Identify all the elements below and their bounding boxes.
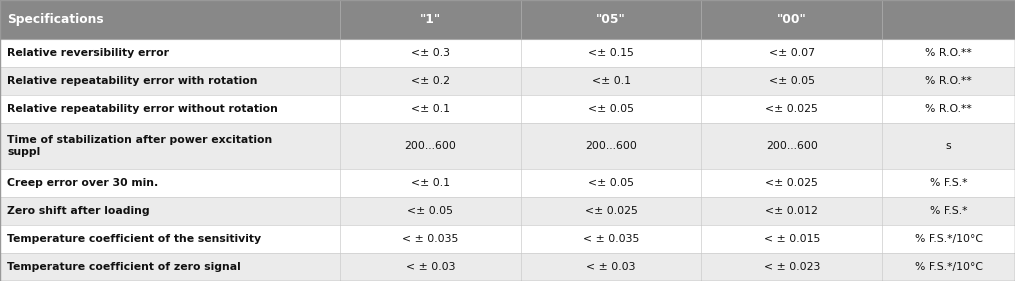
Text: <± 0.1: <± 0.1 <box>411 178 450 188</box>
Text: <± 0.025: <± 0.025 <box>765 178 818 188</box>
Text: <± 0.025: <± 0.025 <box>765 103 818 114</box>
Bar <box>340 0 521 38</box>
Text: <± 0.05: <± 0.05 <box>588 178 634 188</box>
Text: Relative repeatability error with rotation: Relative repeatability error with rotati… <box>7 76 258 85</box>
Text: < ± 0.023: < ± 0.023 <box>763 262 820 272</box>
Bar <box>0 123 1015 169</box>
Bar <box>882 0 1015 38</box>
Text: Specifications: Specifications <box>7 13 104 26</box>
Bar <box>521 0 701 38</box>
Text: % F.S.*/10°C: % F.S.*/10°C <box>915 234 983 244</box>
Bar <box>701 0 882 38</box>
Text: < ± 0.03: < ± 0.03 <box>587 262 635 272</box>
Text: Time of stabilization after power excitation
suppl: Time of stabilization after power excita… <box>7 135 272 157</box>
Text: < ± 0.035: < ± 0.035 <box>402 234 459 244</box>
Bar <box>0 38 1015 67</box>
Text: 200...600: 200...600 <box>404 141 457 151</box>
Text: % F.S.*/10°C: % F.S.*/10°C <box>915 262 983 272</box>
Text: % R.O.**: % R.O.** <box>925 47 972 58</box>
Text: Temperature coefficient of the sensitivity: Temperature coefficient of the sensitivi… <box>7 234 261 244</box>
Bar <box>0 169 1015 197</box>
Text: % R.O.**: % R.O.** <box>925 103 972 114</box>
Text: <± 0.012: <± 0.012 <box>765 206 818 216</box>
Text: < ± 0.015: < ± 0.015 <box>763 234 820 244</box>
Text: 200...600: 200...600 <box>585 141 637 151</box>
Text: <± 0.3: <± 0.3 <box>411 47 450 58</box>
Text: Creep error over 30 min.: Creep error over 30 min. <box>7 178 158 188</box>
Text: Temperature coefficient of zero signal: Temperature coefficient of zero signal <box>7 262 241 272</box>
Text: % F.S.*: % F.S.* <box>930 206 967 216</box>
Text: <± 0.07: <± 0.07 <box>768 47 815 58</box>
Text: <± 0.15: <± 0.15 <box>588 47 634 58</box>
Text: < ± 0.035: < ± 0.035 <box>583 234 639 244</box>
Bar <box>0 94 1015 123</box>
Text: <± 0.05: <± 0.05 <box>768 76 815 85</box>
Text: Relative reversibility error: Relative reversibility error <box>7 47 170 58</box>
Text: <± 0.1: <± 0.1 <box>411 103 450 114</box>
Text: <± 0.2: <± 0.2 <box>411 76 450 85</box>
Bar <box>0 67 1015 94</box>
Text: 200...600: 200...600 <box>765 141 818 151</box>
Text: Zero shift after loading: Zero shift after loading <box>7 206 150 216</box>
Bar <box>0 0 340 38</box>
Bar <box>0 197 1015 225</box>
Text: Relative repeatability error without rotation: Relative repeatability error without rot… <box>7 103 278 114</box>
Text: "05": "05" <box>596 13 626 26</box>
Text: "1": "1" <box>420 13 441 26</box>
Bar <box>0 225 1015 253</box>
Text: <± 0.05: <± 0.05 <box>407 206 454 216</box>
Text: <± 0.05: <± 0.05 <box>588 103 634 114</box>
Text: < ± 0.03: < ± 0.03 <box>406 262 455 272</box>
Bar <box>0 253 1015 281</box>
Text: "00": "00" <box>776 13 807 26</box>
Text: % F.S.*: % F.S.* <box>930 178 967 188</box>
Text: s: s <box>946 141 951 151</box>
Text: <± 0.025: <± 0.025 <box>585 206 637 216</box>
Text: <± 0.1: <± 0.1 <box>592 76 630 85</box>
Text: % R.O.**: % R.O.** <box>925 76 972 85</box>
